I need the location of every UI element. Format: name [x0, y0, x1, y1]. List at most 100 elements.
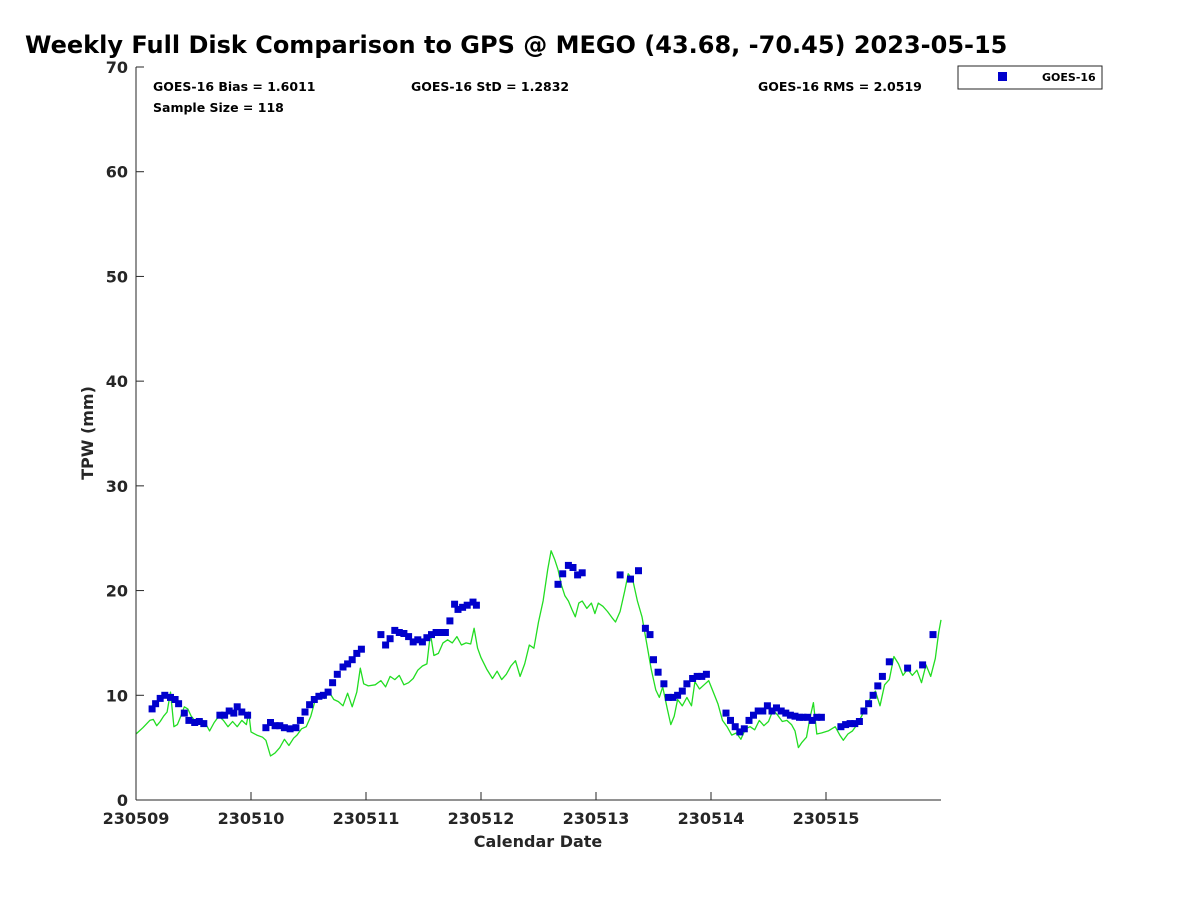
goes-data-point [804, 713, 812, 721]
goes-data-point [860, 707, 868, 715]
goes-data-point [353, 649, 361, 657]
goes-data-point [750, 711, 757, 719]
std-stat: GOES-16 StD = 1.2832 [411, 79, 569, 94]
goes-data-point [418, 638, 426, 646]
goes-data-point [754, 707, 762, 715]
goes-data-point [722, 709, 730, 717]
goes-data-point [432, 629, 440, 636]
y-axis-ticks: 0 10 20 30 40 50 60 70 [106, 58, 144, 810]
legend-marker-goes [998, 72, 1007, 81]
goes-data-point [574, 571, 582, 579]
x-axis-ticks: 230509 230510 230511 230512 230513 230514 2305… [103, 792, 859, 828]
goes-data-point [319, 691, 327, 699]
goes-data-point [175, 700, 183, 708]
goes-data-point [292, 724, 300, 732]
goes-data-point [400, 630, 408, 637]
goes-data-point [660, 680, 668, 688]
goes-data-point [919, 661, 927, 669]
goes-data-point [650, 656, 657, 664]
goes-data-point [382, 641, 390, 649]
goes-data-point [855, 718, 863, 725]
goes-data-point [428, 631, 435, 639]
goes-data-point [156, 694, 164, 702]
goes-data-point [195, 718, 203, 725]
goes-data-point [180, 709, 188, 717]
goes-data-point [740, 725, 748, 733]
goes-data-point [348, 656, 356, 664]
x-tick-label: 230514 [678, 809, 745, 828]
legend-label-goes: GOES-16 [1042, 71, 1096, 84]
goes-data-point [929, 631, 937, 639]
sample-size-stat: Sample Size = 118 [153, 100, 284, 115]
goes-data-point [693, 672, 701, 680]
goes-data-point [339, 663, 347, 671]
goes-data-point [641, 624, 649, 632]
goes-data-point [869, 691, 877, 699]
goes-data-point [627, 575, 634, 583]
goes-data-point [791, 712, 799, 720]
goes-data-point [817, 713, 825, 721]
goes-data-point [727, 716, 734, 724]
goes-data-point [221, 711, 229, 719]
goes-data-point [185, 716, 193, 724]
goes-data-point [782, 709, 790, 717]
goes-data-point [768, 707, 776, 715]
goes-data-point [813, 713, 821, 721]
goes-data-point [344, 660, 352, 668]
gps-tpw-line [135, 550, 942, 757]
goes-data-point [799, 713, 807, 721]
goes-data-point [262, 724, 270, 732]
goes-data-point [689, 675, 697, 682]
goes-data-point [377, 631, 385, 639]
y-tick-label: 30 [106, 477, 128, 496]
goes-data-point [808, 716, 816, 724]
goes-data-point [745, 716, 753, 724]
goes-data-point [569, 564, 577, 571]
goes-data-point [463, 601, 471, 609]
goes-data-point [683, 680, 691, 688]
goes-data-point [773, 704, 780, 712]
goes-data-point [238, 708, 246, 716]
goes-data-point [731, 723, 739, 731]
goes-data-point [148, 705, 156, 713]
goes-data-point [763, 702, 771, 710]
goes-data-point [152, 700, 160, 708]
goes-data-point [846, 720, 854, 728]
goes-data-point [669, 693, 677, 701]
goes-data-point [405, 633, 413, 641]
goes-data-point [786, 711, 794, 719]
goes-data-point [280, 724, 288, 732]
goes-data-point [310, 696, 318, 703]
legend: GOES-16 [957, 65, 1103, 90]
goes-data-point [472, 601, 480, 609]
goes-data-point [357, 645, 365, 653]
goes-data-point [315, 692, 323, 700]
goes-data-point [333, 670, 341, 678]
gps-series [135, 550, 942, 757]
goes-data-point [559, 570, 567, 578]
chart-title: Weekly Full Disk Comparison to GPS @ MEG… [25, 31, 1007, 59]
goes-data-point [759, 707, 767, 715]
goes-data-point [161, 691, 169, 699]
goes-data-point [736, 728, 744, 736]
goes-data-point [702, 670, 710, 678]
goes-data-point [451, 600, 459, 608]
goes-data-point [244, 711, 252, 719]
x-tick-label: 230511 [333, 809, 400, 828]
goes-data-point [885, 658, 893, 666]
goes-data-point [698, 672, 706, 680]
goes-data-point [324, 688, 332, 696]
y-tick-label: 0 [117, 791, 128, 810]
goes-data-point [171, 696, 179, 703]
goes-data-point [225, 707, 233, 715]
goes-data-point [191, 719, 199, 726]
goes-data-point [578, 569, 586, 577]
goes-data-point [554, 580, 562, 588]
goes-data-point [874, 682, 882, 690]
x-tick-label: 230509 [103, 809, 170, 828]
bias-stat: GOES-16 Bias = 1.6011 [153, 79, 315, 94]
goes-data-point [851, 720, 859, 728]
goes-data-point [454, 605, 462, 613]
goes-data-point [837, 723, 845, 731]
